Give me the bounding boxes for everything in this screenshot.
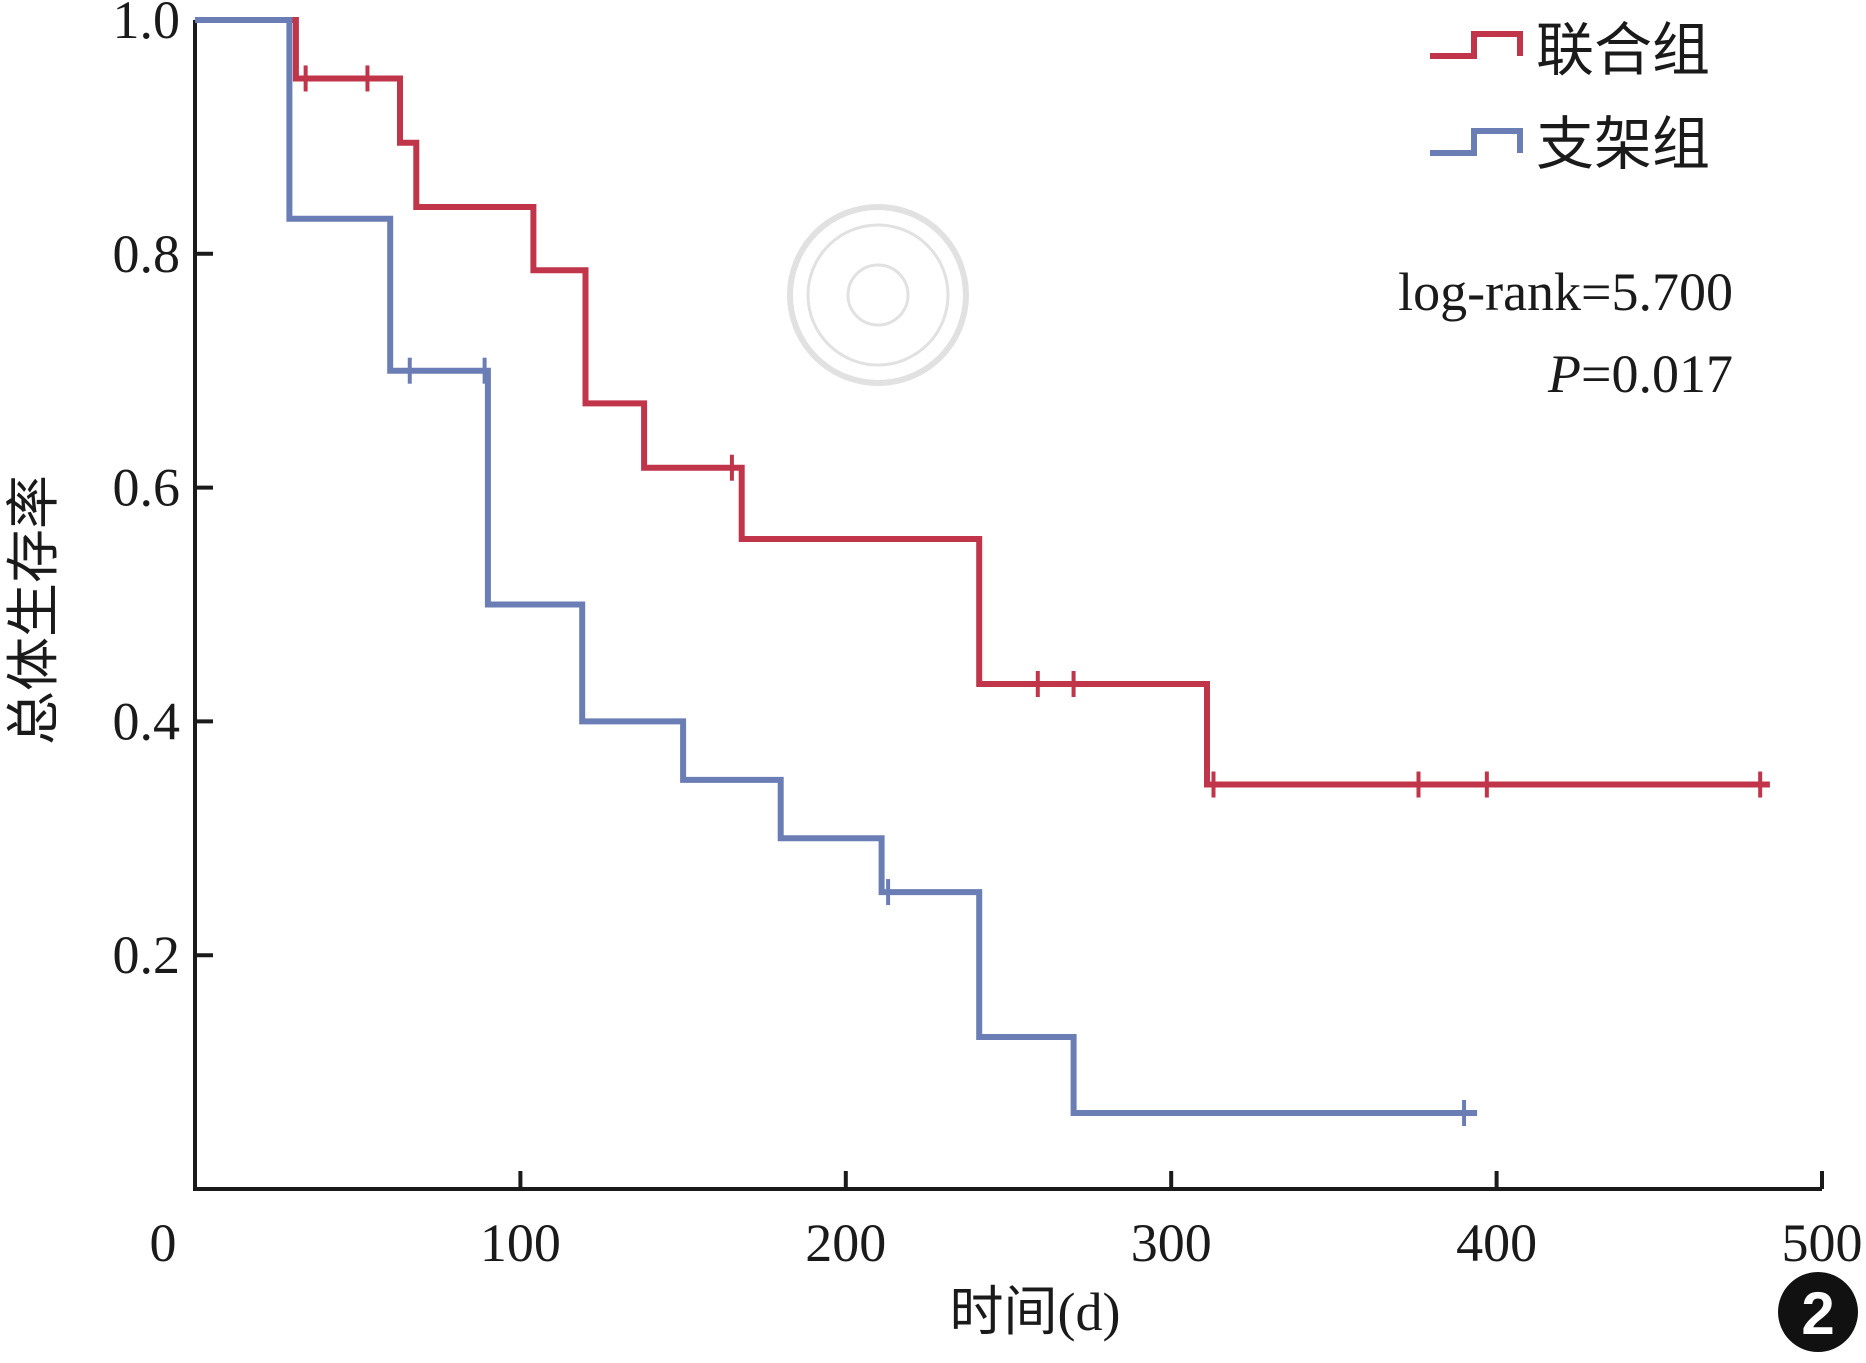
legend-item-stent: 支架组: [1430, 112, 1710, 177]
axes: [193, 20, 1822, 1191]
legend-swatch-stent: [1430, 128, 1523, 156]
watermark-seal: [787, 204, 969, 386]
legend-swatch-combined: [1430, 31, 1523, 59]
x-tick-label: 100: [480, 1213, 561, 1273]
x-ticks: 0 100 200 300 400 500: [150, 1171, 1863, 1273]
y-ticks: 0.2 0.4 0.6 0.8 1.0: [113, 0, 213, 985]
y-tick-label: 1.0: [113, 0, 181, 50]
y-tick-label: 0.2: [113, 925, 181, 985]
y-tick-label: 0.8: [113, 224, 181, 284]
x-axis-title: 时间(d): [950, 1282, 1121, 1342]
x-tick-label: 500: [1782, 1213, 1863, 1273]
survival-curve-1: [195, 17, 1478, 1116]
panel-label: 2: [1778, 1272, 1858, 1352]
legend-label-combined: 联合组: [1536, 18, 1710, 83]
legend: 联合组 支架组: [1430, 18, 1710, 177]
survival-curve-0: [195, 17, 1770, 788]
y-tick-label: 0.4: [113, 691, 181, 751]
legend-item-combined: 联合组: [1430, 18, 1710, 83]
x-tick-label: 200: [805, 1213, 886, 1273]
series-layer: [195, 17, 1770, 1127]
p-value: P=0.017: [1547, 344, 1733, 404]
y-tick-label: 0.6: [113, 458, 181, 518]
panel-label-badge: [1778, 1272, 1858, 1352]
x-tick-label: 300: [1131, 1213, 1212, 1273]
p-value-number: =0.017: [1581, 344, 1733, 404]
y-axis-title: 总体生存率: [4, 475, 64, 745]
x-tick-label: 400: [1456, 1213, 1537, 1273]
series-0: [195, 17, 1770, 798]
p-value-symbol: P: [1547, 344, 1581, 404]
logrank-stat: log-rank=5.700: [1398, 262, 1733, 322]
x-tick-label: 0: [150, 1213, 177, 1273]
legend-label-stent: 支架组: [1536, 112, 1710, 177]
panel-label-number: 2: [1801, 1280, 1834, 1347]
series-1: [195, 17, 1478, 1127]
